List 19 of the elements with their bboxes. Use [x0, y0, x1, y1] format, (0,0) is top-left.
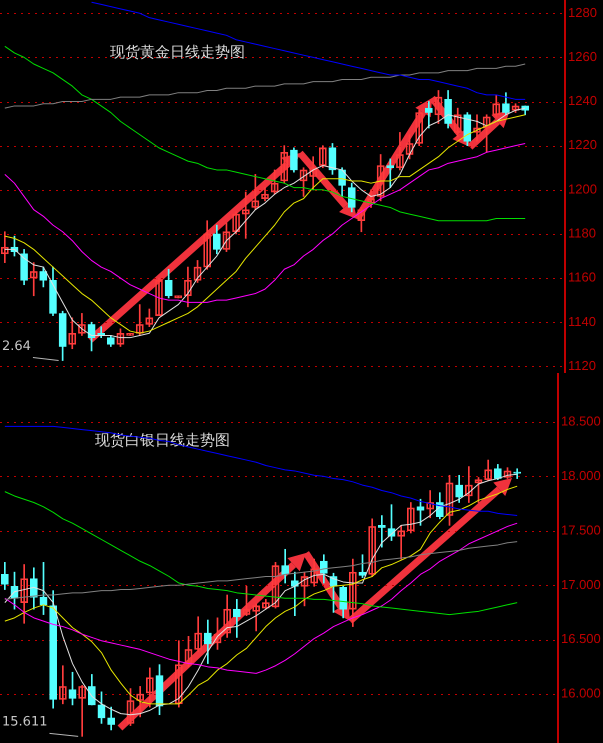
y-tick-label: 1220: [568, 137, 597, 152]
y-tick-label: 17.500: [561, 522, 601, 538]
y-tick-label: 1160: [568, 270, 596, 285]
y-tick-label: 1200: [568, 181, 597, 196]
y-tick-label: 1180: [568, 226, 596, 241]
annotation: 15.611: [2, 714, 48, 730]
candlestick: [40, 562, 48, 615]
y-tick-label: 1260: [568, 48, 597, 64]
annotation: 2.64: [2, 338, 31, 354]
y-tick-label: 18.500: [561, 414, 601, 429]
y-tick-label: 16.500: [561, 631, 601, 646]
y-tick-label: 18.000: [561, 468, 601, 483]
y-tick-label: 1280: [568, 4, 597, 20]
y-tick-label: 17.000: [561, 576, 601, 592]
y-tick-label: 1140: [568, 314, 596, 329]
y-tick-label: 1120: [568, 358, 596, 373]
y-tick-label: 16.000: [561, 686, 601, 701]
y-tick-label: 1240: [568, 93, 597, 108]
candlestick: [416, 498, 424, 526]
